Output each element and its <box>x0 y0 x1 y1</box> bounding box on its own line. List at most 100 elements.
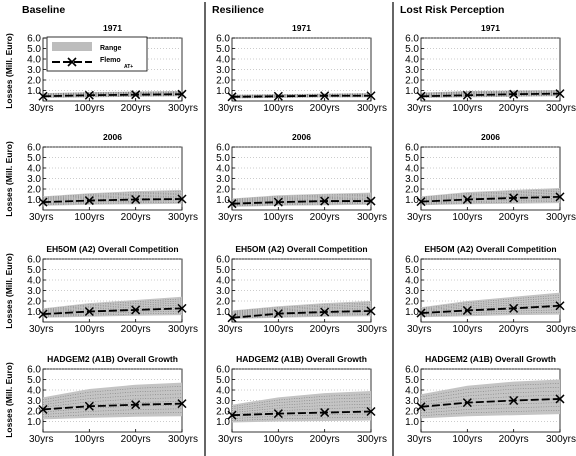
range-member-line <box>420 194 561 201</box>
y-tick-label: 4.0 <box>405 55 419 66</box>
y-tick-label: 4.0 <box>216 276 230 287</box>
range-member-line <box>42 310 183 316</box>
range-member-line <box>231 203 372 207</box>
range-member-line <box>231 314 372 319</box>
flemo-marker <box>555 394 565 404</box>
flemo-line <box>42 93 183 98</box>
chart-title: HADGEM2 (A1B) Overall Growth <box>236 354 367 364</box>
chart-title: 1971 <box>481 23 500 33</box>
x-tick-label: 30yrs <box>29 324 53 335</box>
y-tick-label: 2.0 <box>405 185 419 196</box>
y-tick-label: 4.0 <box>405 164 419 175</box>
chart-panel-9: EH5OM (A2) Overall Competition6.05.04.03… <box>405 244 576 335</box>
chart-panel-6: 2006 6.05.04.03.02.01.0 30yrs 100yrs 200yrs 3… <box>405 132 576 223</box>
flemo-marker <box>273 409 283 419</box>
y-tick-label: 5.0 <box>405 44 419 55</box>
range-member-line <box>231 195 372 201</box>
flemo-marker <box>320 408 330 418</box>
y-tick-label: 5.0 <box>405 265 419 276</box>
y-tick-label: 6.0 <box>405 143 419 154</box>
y-tick-label: 4.0 <box>27 164 41 175</box>
x-tick-label: 200yrs <box>310 434 340 445</box>
x-tick-label: 30yrs <box>407 434 431 445</box>
y-tick-label: 1.0 <box>27 307 41 318</box>
range-member-line <box>420 299 561 311</box>
y-tick-label: 3.0 <box>405 174 419 185</box>
range-member-line <box>42 298 183 310</box>
range-member-line <box>42 404 183 413</box>
flemo-marker <box>320 196 330 206</box>
flemo-marker <box>177 399 187 409</box>
flemo-marker <box>177 194 187 204</box>
flemo-marker <box>462 305 472 315</box>
x-tick-label: 300yrs <box>357 103 387 114</box>
y-tick-label: 5.0 <box>405 375 419 386</box>
range-member-line <box>420 297 561 310</box>
chart-title: EH5OM (A2) Overall Competition <box>46 244 178 254</box>
flemo-marker <box>366 406 376 417</box>
range-member-line <box>420 91 561 95</box>
x-tick-label: 30yrs <box>218 212 242 223</box>
y-tick-label: 2.0 <box>405 76 419 87</box>
flemo-line <box>42 198 183 204</box>
y-tick-label: 4.0 <box>27 276 41 287</box>
x-tick-label: 200yrs <box>310 212 340 223</box>
flemo-line <box>231 200 371 205</box>
x-tick-label: 30yrs <box>29 212 53 223</box>
range-member-line <box>420 406 561 414</box>
flemo-marker <box>555 89 565 99</box>
chart-panel-2: 1971 6.05.04.03.02.01.0 30yrs 100yrs 200yrs 3… <box>216 23 387 114</box>
range-member-line <box>42 91 183 94</box>
flemo-marker <box>84 196 94 206</box>
x-tick-label: 200yrs <box>121 324 151 335</box>
column-title-resilience: Resilience <box>212 4 264 16</box>
y-tick-label: 5.0 <box>405 153 419 164</box>
range-member-line <box>42 312 183 318</box>
y-tick-label: 2.0 <box>405 407 419 418</box>
y-tick-label: 2.0 <box>216 297 230 308</box>
x-tick-label: 30yrs <box>29 103 53 114</box>
flemo-line <box>420 304 561 314</box>
range-member-line <box>420 302 561 313</box>
range-member-line <box>231 403 372 413</box>
flemo-marker <box>509 193 519 203</box>
x-tick-label: 300yrs <box>546 324 576 335</box>
chart-title: 2006 <box>103 132 122 142</box>
y-tick-label: 6.0 <box>27 34 41 45</box>
y-tick-label: 1.0 <box>27 195 41 206</box>
range-member-line <box>42 304 183 313</box>
range-member-line <box>420 191 561 199</box>
y-tick-label: 5.0 <box>27 44 41 55</box>
x-tick-label: 300yrs <box>546 434 576 445</box>
legend-cross-marker <box>67 57 77 67</box>
flemo-marker <box>38 91 48 101</box>
y-tick-label: 2.0 <box>216 407 230 418</box>
flemo-marker <box>227 199 237 209</box>
flemo-marker <box>462 90 472 100</box>
y-tick-label: 4.0 <box>216 55 230 66</box>
x-tick-label: 100yrs <box>74 103 104 114</box>
y-axis-label-row-2: Losses (Mill. Euro) <box>4 141 14 217</box>
y-tick-label: 6.0 <box>405 255 419 266</box>
range-member-line <box>42 408 183 415</box>
range-member-line <box>420 90 561 94</box>
range-member-line <box>231 407 372 415</box>
y-axis-label-row-1: Losses (Mill. Euro) <box>4 33 14 109</box>
y-tick-label: 3.0 <box>405 65 419 76</box>
x-tick-label: 100yrs <box>74 324 104 335</box>
y-tick-label: 4.0 <box>27 386 41 397</box>
flemo-marker <box>273 309 283 319</box>
range-member-line <box>420 386 561 400</box>
range-member-line <box>420 294 561 309</box>
flemo-marker <box>38 309 48 319</box>
chart-title: 1971 <box>292 23 311 33</box>
range-band <box>43 382 182 420</box>
flemo-marker <box>227 410 237 420</box>
y-tick-label: 3.0 <box>27 396 41 407</box>
flemo-marker <box>84 306 94 317</box>
y-tick-label: 3.0 <box>27 65 41 76</box>
x-tick-label: 300yrs <box>546 103 576 114</box>
range-member-line <box>420 95 561 98</box>
y-tick-label: 2.0 <box>216 76 230 87</box>
x-tick-label: 300yrs <box>168 434 198 445</box>
